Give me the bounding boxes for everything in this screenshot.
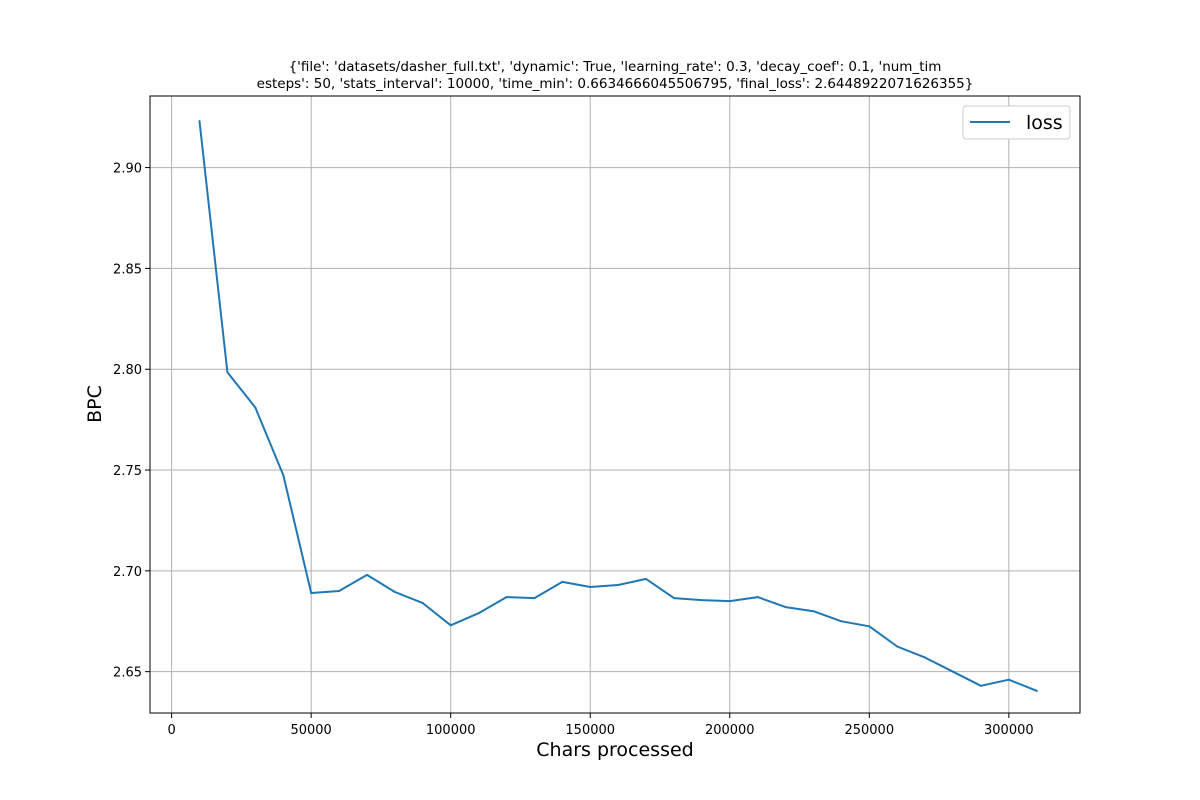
data-point [840,620,843,623]
legend-label-loss: loss [1026,112,1063,134]
data-point [561,580,564,583]
data-point [1007,678,1010,681]
grid-lines [150,96,1080,713]
data-point [979,684,982,687]
data-point [477,612,480,615]
axis-ticks: 0 50000 100000 150000 200000 250000 300000 2.65… [113,162,1034,738]
data-point [505,596,508,599]
data-point [728,600,731,603]
y-tick-label: 2.75 [113,464,142,479]
y-tick-label: 2.65 [113,666,142,681]
data-point [533,597,536,600]
x-axis-title: Chars processed [536,739,693,761]
x-tick-label: 100000 [426,723,476,738]
plot-area-frame [149,95,1081,714]
legend-box [962,105,1071,140]
data-point [393,591,396,594]
y-tick-label: 2.85 [113,262,142,277]
data-point [924,656,927,659]
data-point [784,606,787,609]
data-point [617,583,620,586]
y-axis-title: BPC [84,385,106,423]
x-tick-label: 50000 [290,723,331,738]
x-tick-label: 150000 [565,723,615,738]
x-tick-label: 250000 [844,723,894,738]
x-tick-label: 300000 [984,723,1034,738]
data-point [338,590,341,593]
y-tick-label: 2.80 [113,363,142,378]
data-point [198,120,201,123]
data-point [645,577,648,580]
data-point [896,645,899,648]
x-tick-label: 200000 [705,723,755,738]
data-point [226,371,229,374]
data-point [1035,689,1038,692]
plot-series [198,120,1038,692]
data-point [868,625,871,628]
data-point [672,597,675,600]
chart-title-line-1: {'file': 'datasets/dasher_full.txt', 'dy… [289,59,942,75]
data-point [365,573,368,576]
data-point [449,624,452,627]
data-point [589,585,592,588]
data-point [700,599,703,602]
data-point [310,592,313,595]
legend: loss [962,105,1071,140]
data-point [812,610,815,613]
chart-title-line-2: esteps': 50, 'stats_interval': 10000, 't… [257,76,974,92]
data-point [952,670,955,673]
data-point [282,474,285,477]
data-point [421,602,424,605]
x-tick-label: 0 [167,723,175,738]
y-tick-label: 2.70 [113,565,142,580]
series-line-loss [198,120,1038,692]
data-point [756,596,759,599]
y-tick-label: 2.90 [113,162,142,177]
data-point [254,406,257,409]
